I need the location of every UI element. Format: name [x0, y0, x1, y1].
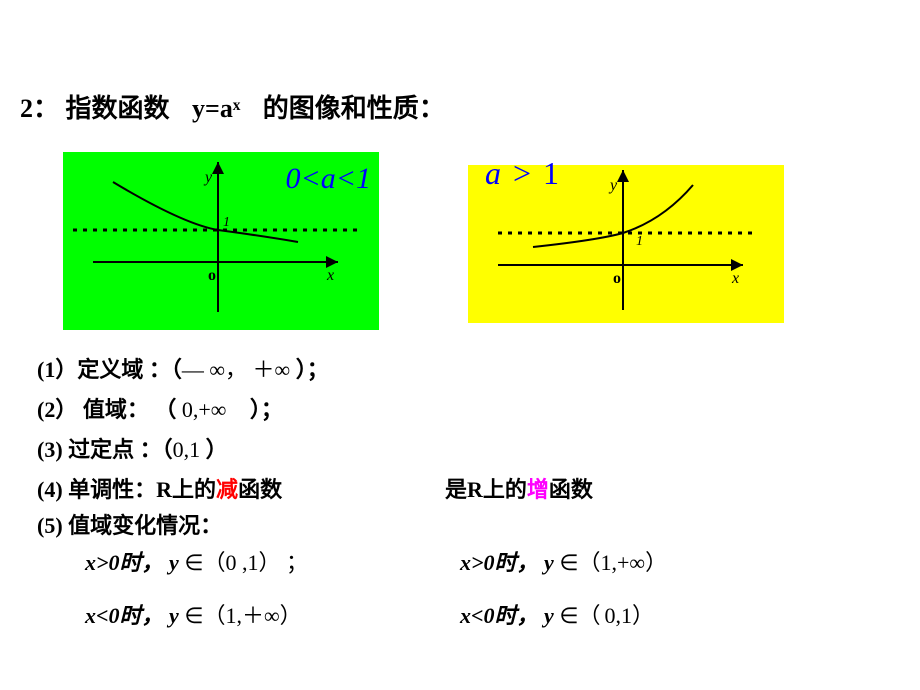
row6-right: x>0时， y ∈（1,+∞）: [460, 545, 667, 577]
graph-decay-condition: 0<a<1: [286, 162, 372, 196]
svg-text:x: x: [326, 267, 334, 284]
title-label: 指数函数: [66, 94, 170, 123]
title-suffix: 的图像和性质: [263, 94, 419, 123]
increase-text: 增: [527, 477, 549, 502]
row6-left: x>0时， y ∈（0 ,1） ；: [85, 545, 308, 577]
prop-range: (2） 值域： （ 0,+∞ ）；: [37, 392, 283, 424]
svg-text:x: x: [731, 270, 739, 287]
prop-monotone-right: 是R上的增函数: [445, 472, 593, 504]
decrease-text: 减: [216, 477, 238, 502]
svg-text:1: 1: [223, 215, 230, 230]
title-number: 2：: [20, 94, 59, 123]
section-title: 2： 指数函数 y=aˣ 的图像和性质：: [20, 88, 445, 125]
svg-text:y: y: [608, 177, 618, 194]
graph-growth-condition: a > 1: [485, 155, 559, 192]
title-formula: y=aˣ: [192, 94, 240, 123]
svg-text:1: 1: [636, 234, 643, 249]
row7-right: x<0时， y ∈（0,1）: [460, 598, 654, 630]
prop-domain: (1）定义域 ：（— ∞， ＋∞ ）；: [37, 352, 329, 384]
svg-text:y: y: [203, 169, 213, 186]
svg-text:o: o: [613, 270, 621, 287]
graph-decay: 1 y x o 0<a<1: [63, 152, 379, 330]
prop-monotone-left: (4) 单调性：R上的减函数: [37, 472, 282, 504]
row7-left: x<0时， y ∈（1,＋∞）: [85, 598, 302, 630]
prop-fixedpoint: (3) 过定点 ：（0,1 ）: [37, 432, 228, 464]
prop-range-change: (5) 值域变化情况：: [37, 508, 222, 540]
svg-text:o: o: [208, 267, 216, 284]
title-punct: ：: [419, 94, 445, 123]
